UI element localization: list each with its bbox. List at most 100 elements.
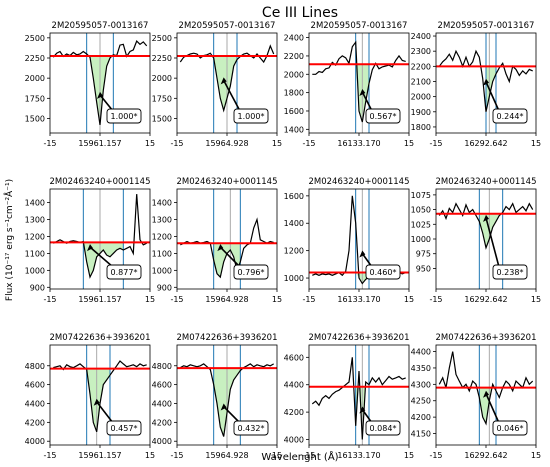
x-tick-label: 15961.157 bbox=[78, 451, 121, 460]
x-tick-label: 15 bbox=[531, 451, 541, 460]
annotation-label: 0.796* bbox=[238, 268, 265, 277]
y-tick-label: 4400 bbox=[25, 399, 45, 408]
x-tick-label: -15 bbox=[170, 139, 183, 148]
panel-title: 2M07422636+3936201 bbox=[177, 333, 278, 343]
x-tick-label: -15 bbox=[429, 295, 442, 304]
y-tick-label: 1200 bbox=[25, 232, 45, 241]
y-tick-label: 4150 bbox=[411, 430, 431, 439]
y-tick-label: 900 bbox=[30, 283, 45, 292]
panel-title: 2M20595057-0013167 bbox=[311, 21, 408, 31]
y-tick-label: 4800 bbox=[25, 362, 45, 371]
spectrum-line bbox=[438, 49, 533, 112]
panel-title: 2M07422636+3936201 bbox=[309, 333, 410, 343]
panel: 2M07422636+3936201 4000 4200 4400 4600 4800 -1… bbox=[152, 333, 282, 460]
y-tick-label: 1100 bbox=[25, 249, 45, 258]
y-tick-label: 1400 bbox=[284, 125, 304, 134]
absorption-fill bbox=[213, 243, 241, 278]
y-tick-label: 2000 bbox=[284, 70, 304, 79]
arrow-head bbox=[359, 88, 366, 96]
y-tick-label: 1100 bbox=[152, 249, 172, 258]
y-tick-label: 2000 bbox=[25, 74, 45, 83]
y-tick-label: 2250 bbox=[25, 54, 45, 63]
y-tick-label: 1025 bbox=[411, 220, 431, 229]
x-tick-label: -15 bbox=[43, 295, 56, 304]
x-tick-label: 15 bbox=[404, 295, 414, 304]
panel-title: 2M02463240+0001145 bbox=[177, 177, 278, 187]
spectrum-line bbox=[311, 357, 406, 440]
y-tick-label: 1200 bbox=[284, 247, 304, 256]
arrow-head bbox=[483, 214, 489, 222]
annotation-box bbox=[233, 108, 269, 124]
annotation-arrow bbox=[223, 405, 241, 424]
y-tick-label: 2400 bbox=[411, 32, 431, 41]
y-tick-label: 2200 bbox=[411, 62, 431, 71]
x-tick-label: 15964.928 bbox=[205, 451, 248, 460]
annotation-box bbox=[233, 264, 269, 280]
x-tick-label: 15961.157 bbox=[78, 139, 121, 148]
annotation-arrow bbox=[485, 217, 500, 268]
panel-title: 2M20595057-0013167 bbox=[438, 21, 535, 31]
y-tick-label: 950 bbox=[416, 264, 431, 273]
annotation-box bbox=[106, 108, 142, 124]
panel: 2M02463240+0001145 900 1000 1100 1200 1300 140… bbox=[25, 177, 155, 304]
y-tick-label: 2200 bbox=[284, 52, 304, 61]
x-tick-label: -15 bbox=[302, 295, 315, 304]
annotation-box bbox=[492, 264, 528, 280]
x-tick-label: 15 bbox=[272, 295, 282, 304]
arrow-head bbox=[359, 250, 366, 258]
x-tick-label: -15 bbox=[170, 295, 183, 304]
annotation-arrow bbox=[89, 246, 114, 268]
y-tick-label: 2000 bbox=[411, 93, 431, 102]
y-tick-label: 2400 bbox=[284, 34, 304, 43]
annotation-label: 1.000* bbox=[111, 112, 138, 121]
x-tick-label: 15 bbox=[145, 139, 155, 148]
spectrum-line bbox=[312, 40, 406, 123]
y-tick-label: 2300 bbox=[411, 47, 431, 56]
y-tick-label: 1600 bbox=[284, 192, 304, 201]
panel-title: 2M20595057-0013167 bbox=[52, 21, 149, 31]
y-tick-label: 1000 bbox=[25, 266, 45, 275]
panel: 2M07422636+3936201 4000 4200 4400 4600 -15 161… bbox=[284, 333, 414, 460]
annotation-arrow bbox=[222, 80, 241, 112]
panel: 2M20595057-0013167 1500 1750 2000 2250 2500 -1… bbox=[152, 21, 282, 148]
x-tick-label: -15 bbox=[302, 451, 315, 460]
annotation-arrow bbox=[485, 81, 500, 112]
y-tick-label: 4250 bbox=[411, 397, 431, 406]
annotation-arrow bbox=[219, 246, 241, 268]
x-tick-label: 16133.170 bbox=[337, 451, 380, 460]
y-tick-label: 1750 bbox=[152, 94, 172, 103]
x-tick-label: 15 bbox=[145, 451, 155, 460]
annotation-label: 0.084* bbox=[370, 424, 397, 433]
annotation-label: 0.567* bbox=[370, 112, 397, 121]
panel-title: 2M02463240+0001145 bbox=[50, 177, 151, 187]
figure-title: Ce III Lines bbox=[262, 5, 338, 21]
y-tick-label: 4200 bbox=[284, 408, 304, 417]
x-tick-label: 15 bbox=[272, 139, 282, 148]
y-tick-label: 1600 bbox=[284, 107, 304, 116]
y-tick-label: 2000 bbox=[152, 74, 172, 83]
arrow-head bbox=[87, 244, 93, 252]
x-tick-label: -15 bbox=[302, 139, 315, 148]
annotation-box bbox=[365, 108, 401, 124]
annotation-box bbox=[365, 264, 401, 280]
spectrum-line bbox=[53, 360, 147, 433]
y-tick-label: 4400 bbox=[152, 399, 172, 408]
y-tick-label: 1750 bbox=[25, 94, 45, 103]
arrow-head bbox=[220, 403, 227, 411]
panel: 2M20595057-0013167 1500 1750 2000 2250 2500 -1… bbox=[25, 21, 155, 148]
y-tick-label: 4350 bbox=[411, 364, 431, 373]
plot-area bbox=[50, 33, 150, 133]
annotation-box bbox=[233, 420, 269, 436]
x-tick-label: 15964.928 bbox=[205, 295, 248, 304]
y-tick-label: 2500 bbox=[152, 34, 172, 43]
y-tick-label: 1500 bbox=[152, 114, 172, 123]
y-tick-label: 4800 bbox=[152, 362, 172, 371]
y-tick-label: 1000 bbox=[411, 235, 431, 244]
panel: 2M20595057-0013167 1400 1600 1800 2000 2200 24… bbox=[284, 21, 414, 148]
x-tick-label: 15 bbox=[531, 139, 541, 148]
annotation-label: 0.432* bbox=[238, 424, 265, 433]
y-tick-label: 4400 bbox=[284, 381, 304, 390]
annotation-box bbox=[492, 420, 528, 436]
y-tick-label: 4000 bbox=[284, 436, 304, 445]
